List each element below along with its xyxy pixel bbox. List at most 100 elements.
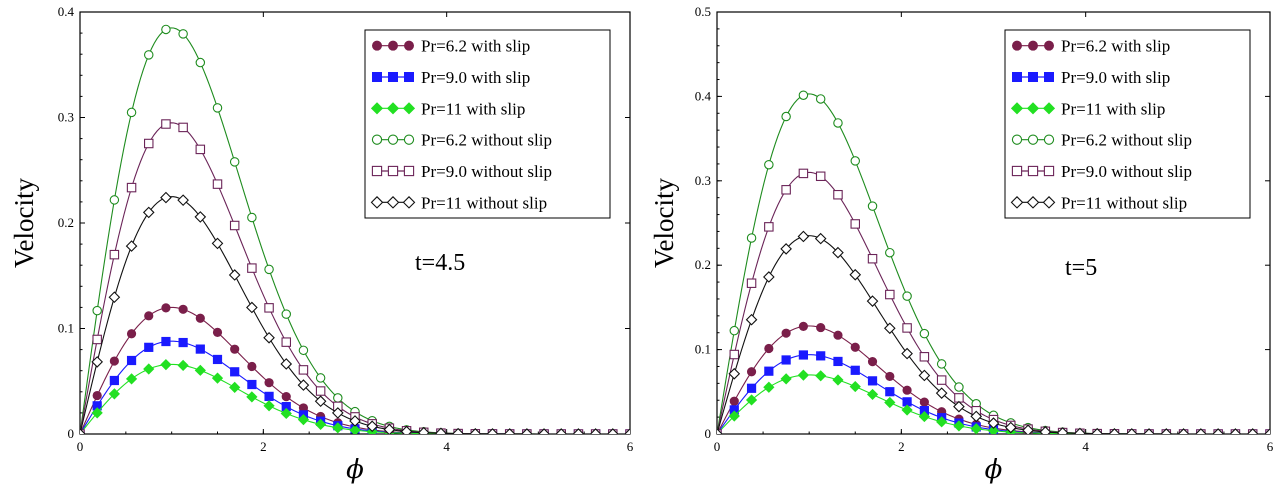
data-point [798,321,809,331]
legend-marker [387,165,399,177]
legend-marker [403,165,415,177]
data-point [987,417,1000,429]
data-point [161,24,171,35]
data-point [1177,428,1190,434]
data-point [280,407,292,420]
legend-label: Pr=9.0 without slip [421,162,552,181]
x-tick-label: 6 [1267,439,1274,454]
legend-marker [387,134,399,145]
data-point [314,395,327,408]
data-point [970,410,983,423]
data-point [126,182,137,193]
y-tick-label: 0 [68,426,75,441]
x-axis-label: ϕ [346,455,364,485]
chart-panel-left: 0 2 4 6 0 0.1 0.2 0.3 0.4 Velocity ϕ Pr=6.2 with sl… [9,4,634,485]
legend-marker [403,40,414,51]
legend: Pr=6.2 with slip Pr=9.0 with slip Pr=11 wi… [364,29,611,219]
data-point [211,237,224,250]
data-point [195,344,205,354]
data-point [815,94,826,104]
data-point [866,295,879,307]
data-point [383,423,396,434]
data-point [953,420,965,432]
data-point [264,391,274,401]
data-point [902,291,912,301]
data-point [92,390,102,401]
data-point [247,263,257,273]
legend-entry: Pr=6.2 without slip [371,131,552,150]
data-point [850,156,860,166]
data-point [832,246,844,259]
data-point [1091,427,1104,434]
legend-marker [1026,102,1040,115]
data-point [902,385,912,395]
x-tick-label: 2 [260,439,267,454]
y-tick-label: 0.5 [695,4,711,19]
data-point [729,396,739,406]
data-point [746,367,757,377]
time-annotation: t=5 [1065,255,1097,281]
legend: Pr=6.2 with slip Pr=9.0 with slip Pr=11 wi… [1004,29,1251,219]
data-point [228,269,241,281]
legend-marker [387,72,398,83]
data-point [229,220,240,231]
data-point [833,189,843,200]
data-point [109,195,120,205]
data-point [797,369,810,381]
data-point [281,392,291,402]
data-point [247,379,257,390]
legend-marker [1011,165,1023,177]
y-tick-label: 0 [705,426,712,441]
legend-entry: Pr=11 with slip [1010,99,1165,118]
legend-marker [1043,165,1055,177]
legend-marker [1042,196,1056,209]
legend-label: Pr=6.2 with slip [421,37,530,56]
legend-entry: Pr=9.0 with slip [1012,68,1170,87]
data-point [572,428,585,434]
data-point [1004,421,1017,434]
legend-marker [371,72,382,83]
data-point [717,428,723,434]
data-point [315,418,327,430]
legend-marker [1042,102,1056,115]
data-point [161,336,171,347]
data-point [746,383,757,393]
data-point [850,219,860,229]
data-point [1264,428,1270,434]
data-point [298,345,309,356]
data-point [798,90,809,100]
legend-marker [1028,40,1039,51]
data-point [333,393,343,403]
data-point [315,386,326,396]
data-point [417,426,430,434]
data-point [745,394,758,406]
legend-marker [402,196,416,209]
data-point [143,363,155,375]
legend-marker [371,134,383,145]
data-point [815,171,826,182]
data-point [745,313,758,326]
data-point [435,427,447,434]
data-point [195,313,205,323]
legend-marker [1026,196,1040,209]
legend-label: Pr=9.0 with slip [421,68,530,87]
data-point [469,428,482,434]
data-point [194,211,207,223]
data-point [195,57,206,68]
data-point [108,291,121,304]
data-point [764,159,774,170]
data-point [400,425,413,434]
legend-entry: Pr=9.0 without slip [1011,162,1192,181]
data-point [1022,424,1034,434]
data-point [1056,427,1069,434]
data-point [212,327,223,337]
legend-entry: Pr=11 with slip [370,99,525,118]
data-point [126,107,137,118]
legend-entry: Pr=11 without slip [1010,193,1187,212]
legend-entry: Pr=9.0 without slip [371,162,552,181]
series-line [80,196,630,434]
data-point [160,191,172,204]
legend-marker [1027,165,1039,177]
data-point [866,388,879,401]
y-tick-label: 0.3 [58,110,74,125]
